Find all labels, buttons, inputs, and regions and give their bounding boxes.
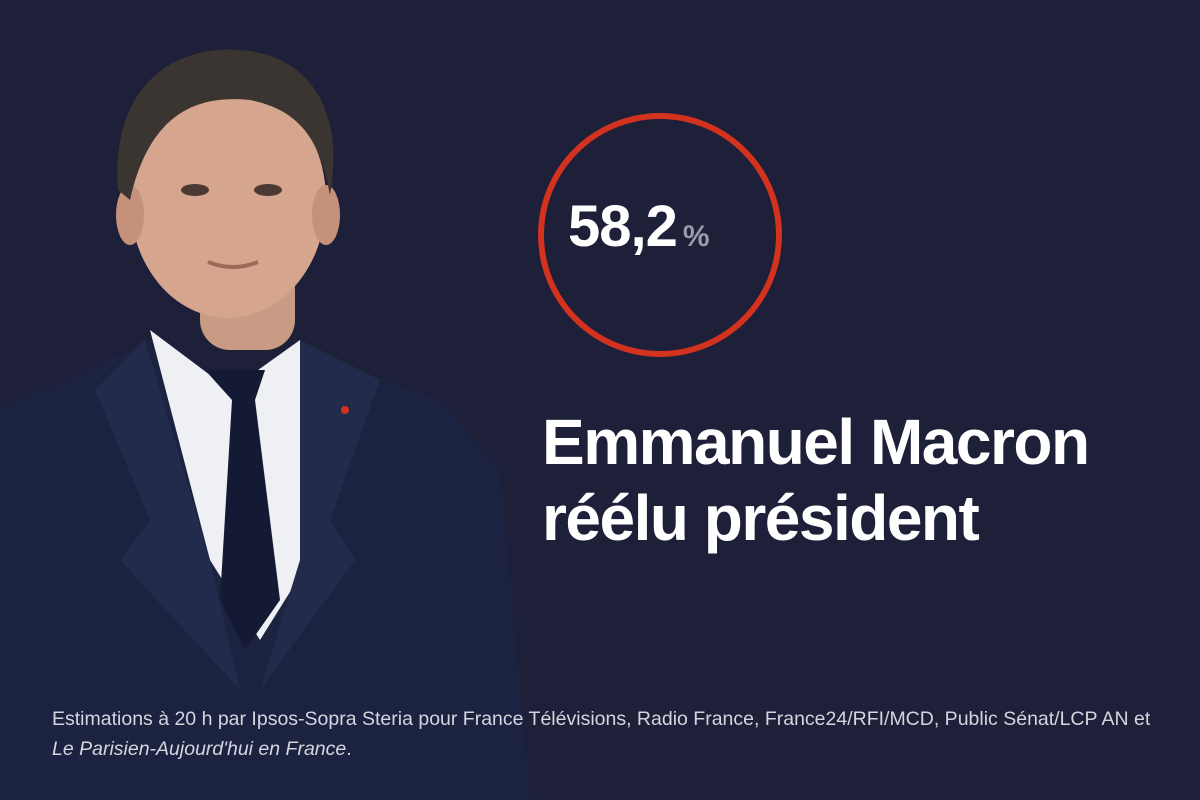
result-value: 58,2: [568, 194, 678, 259]
headline-line: réélu président: [542, 482, 980, 554]
portrait: [0, 49, 530, 800]
headline-line: Emmanuel Macron: [542, 406, 1090, 478]
footnote-end: .: [346, 738, 352, 760]
footnote-text: Estimations à 20 h par Ipsos-Sopra Steri…: [52, 708, 1151, 730]
result: 58,2%: [568, 193, 710, 260]
footnote-italic: Le Parisien-Aujourd'hui en France: [52, 738, 347, 760]
result-unit: %: [682, 220, 710, 253]
result-circle: [538, 113, 782, 357]
footnote: Estimations à 20 h par Ipsos-Sopra Steri…: [52, 704, 1172, 764]
headline: Emmanuel Macron réélu président: [542, 404, 1090, 556]
